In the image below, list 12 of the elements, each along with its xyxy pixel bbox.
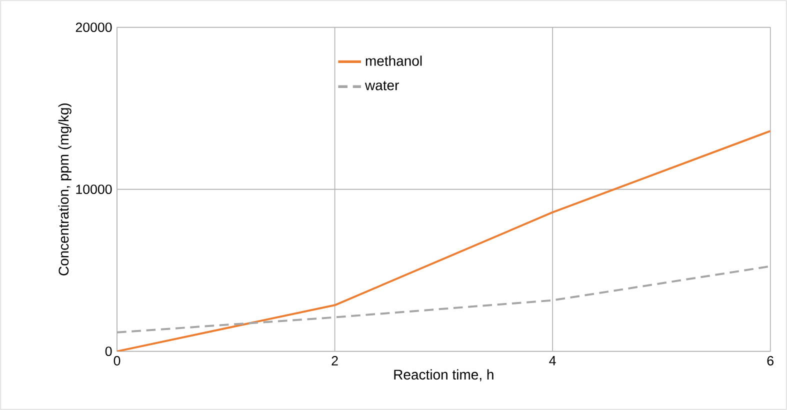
legend-label: water [364, 81, 399, 90]
x-tick-label: 6 [767, 356, 774, 366]
x-tick-label: 4 [549, 356, 556, 366]
y-tick-label: 0 [105, 346, 112, 356]
y-axis-title: Concentration, ppm (mg/kg) [58, 103, 72, 276]
x-tick-label: 0 [114, 356, 120, 366]
x-tick-label: 2 [332, 356, 338, 366]
line-series [117, 130, 770, 352]
y-tick-label: 10000 [76, 184, 112, 194]
y-tick-label: 20000 [76, 22, 112, 32]
x-axis-title: Reaction time, h [394, 369, 494, 382]
legend-label: methanol [366, 56, 422, 66]
